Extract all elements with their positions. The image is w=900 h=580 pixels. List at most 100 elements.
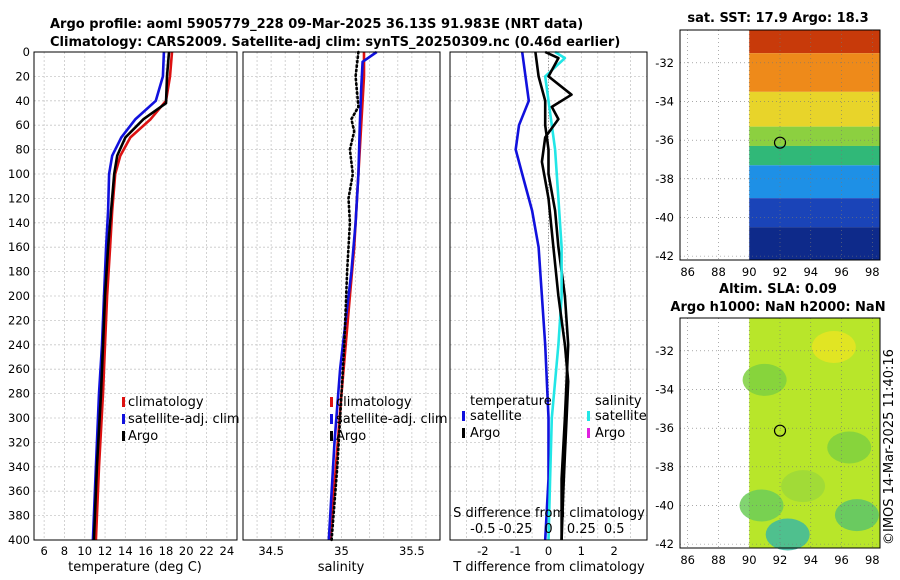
legend-label-sal-argo: Argo	[595, 426, 625, 441]
x-tick-label: 18	[159, 544, 174, 558]
y-tick-label: 320	[8, 435, 30, 449]
series-line-salinity-argo	[540, 50, 573, 541]
series-line-salinity-satellite	[543, 50, 567, 541]
difference-panel: -2 -1 0 1 2 T difference from climatology S …	[449, 50, 648, 575]
map-y-tick-label: -40	[655, 498, 674, 512]
x-tick-label: 6	[40, 544, 47, 558]
map-x-tick-label: 96	[834, 265, 849, 279]
temperature-frame	[33, 51, 238, 541]
legend-label-satellite-adj: satellite-adj. clim	[336, 412, 448, 427]
series-line-satellite-adj-clim	[91, 51, 166, 541]
sla-map-panel: Altim. SLA: 0.09 Argo h1000: NaN h2000: …	[655, 282, 885, 567]
legend-swatch-argo	[330, 431, 333, 441]
sst-map-frame	[679, 29, 881, 261]
legend-title-temperature: temperature	[470, 394, 552, 409]
difference-top-ticks: -0.5 -0.25 0 0.25 0.5	[470, 522, 624, 537]
map-x-tick-label: 90	[742, 553, 757, 567]
legend-swatch-sal-satellite	[587, 411, 590, 421]
x-tick-label: 14	[118, 544, 133, 558]
salinity-frame	[242, 51, 441, 541]
sla-patch	[765, 518, 810, 551]
legend-label-argo: Argo	[336, 429, 366, 444]
sst-band	[749, 145, 880, 166]
legend-label-climatology: climatology	[336, 395, 412, 410]
x-tick-label: 8	[61, 544, 68, 558]
map-x-tick-label: 86	[680, 265, 695, 279]
top-tick-label: 0.25	[567, 522, 596, 537]
legend-swatch-sal-argo	[587, 428, 590, 438]
map-y-tick-label: -34	[655, 383, 674, 397]
sst-band	[749, 126, 880, 146]
y-tick-label: 60	[15, 118, 30, 132]
y-tick-label: 140	[8, 216, 30, 230]
sst-band	[749, 30, 880, 54]
map-y-tick-label: -42	[655, 249, 674, 263]
x-tick-label: 35.5	[399, 544, 425, 558]
y-tick-label: 100	[8, 167, 30, 181]
sst-band	[749, 198, 880, 228]
difference-ticks: -2 -1 0 1 2	[477, 544, 618, 558]
x-tick-label: 0	[545, 544, 552, 558]
y-tick-label: 200	[8, 289, 30, 303]
sst-band	[749, 165, 880, 199]
sst-map-panel: sat. SST: 17.9 Argo: 18.3 86 88 90 92 94 96 98…	[655, 11, 881, 279]
difference-frame	[449, 51, 648, 541]
legend-label-satellite-adj: satellite-adj. clim	[128, 412, 240, 427]
sla-patch	[827, 431, 872, 464]
title-line2: Climatology: CARS2009. Satellite-adj cli…	[50, 35, 620, 50]
sst-band	[749, 53, 880, 92]
map-x-tick-label: 90	[742, 265, 757, 279]
series-line-satellite-adj-clim	[327, 50, 378, 541]
y-tick-label: 80	[15, 143, 30, 157]
legend-label-climatology: climatology	[128, 395, 204, 410]
y-tick-label: 0	[23, 45, 30, 59]
map-y-tick-label: -36	[655, 133, 674, 147]
y-tick-label: 160	[8, 240, 30, 254]
salinity-legend: climatology satellite-adj. clim Argo	[330, 395, 448, 444]
map-y-tick-label: -32	[655, 56, 674, 70]
sst-map-body	[680, 30, 880, 260]
sst-map-title: sat. SST: 17.9 Argo: 18.3	[687, 11, 868, 26]
temperature-xlabel: temperature (deg C)	[68, 560, 202, 575]
top-tick-label: -0.25	[499, 522, 533, 537]
y-tick-label: 360	[8, 484, 30, 498]
map-x-tick-label: 86	[680, 553, 695, 567]
map-x-tick-label: 98	[865, 265, 880, 279]
x-tick-label: 35	[334, 544, 349, 558]
legend-swatch-satellite-adj	[330, 414, 333, 424]
sla-patch	[781, 470, 826, 503]
legend-swatch-temp-satellite	[462, 411, 465, 421]
argo-float-marker	[773, 136, 787, 149]
sst-band	[749, 227, 880, 260]
temperature-legend: climatology satellite-adj. clim Argo	[122, 395, 240, 444]
map-y-tick-label: -32	[655, 344, 674, 358]
top-tick-label: 0	[544, 522, 552, 537]
difference-xlabel: T difference from climatology	[452, 560, 645, 575]
map-y-tick-label: -34	[655, 95, 674, 109]
y-tick-label: 180	[8, 265, 30, 279]
top-tick-label: -0.5	[470, 522, 495, 537]
sla-patch	[834, 499, 879, 532]
series-line-argo	[330, 50, 360, 542]
difference-lines	[514, 50, 573, 541]
sla-map-subtitle: Argo h1000: NaN h2000: NaN	[670, 300, 885, 315]
x-tick-label: 12	[98, 544, 113, 558]
series-line-argo	[92, 51, 171, 541]
y-tick-label: 20	[15, 69, 30, 83]
series-line-temperature-argo	[534, 51, 570, 540]
legend-label-temp-argo: Argo	[470, 426, 500, 441]
x-tick-label: -2	[477, 544, 488, 558]
sst-map-ticks: 86 88 90 92 94 96 98 -32 -34 -36 -38 -40 -42	[655, 56, 879, 279]
sla-patch	[739, 489, 784, 522]
salinity-grid	[243, 51, 440, 541]
sla-patch	[742, 363, 787, 396]
legend-label-sal-satellite: satellite	[595, 409, 647, 424]
map-y-tick-label: -40	[655, 210, 674, 224]
map-y-tick-label: -36	[655, 421, 674, 435]
y-tick-label: 40	[15, 94, 30, 108]
y-tick-label: 340	[8, 460, 30, 474]
series-line-temperature-satellite	[514, 51, 550, 541]
x-tick-label: 1	[578, 544, 585, 558]
x-tick-label: 10	[77, 544, 92, 558]
